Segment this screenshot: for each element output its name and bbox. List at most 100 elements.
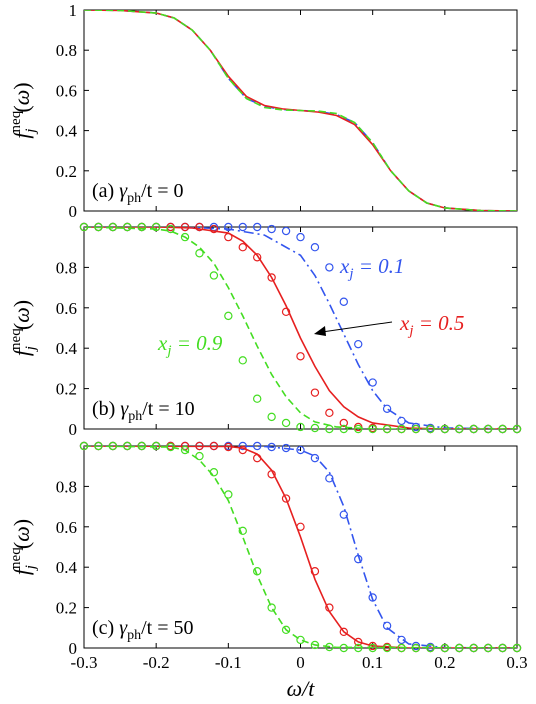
data-point [310,567,320,576]
data-point [382,643,392,653]
data-point [325,263,334,272]
x-tick-label: 0.2 [434,653,455,672]
data-point [368,424,377,434]
data-point [469,643,478,653]
data-point [498,643,507,653]
data-point [440,643,450,653]
data-point [354,637,363,647]
data-point [137,441,146,451]
data-point [325,603,334,612]
data-point [281,494,291,503]
panel-label: (c) γph/t = 50 [92,617,194,643]
y-axis-label: fneqj(ω) [8,300,39,356]
data-point [238,222,247,232]
data-point [310,423,320,433]
x-tick-label: -0.1 [215,653,242,672]
data-point [397,635,406,645]
data-point [339,297,348,306]
data-point [108,222,118,232]
data-point [108,441,118,451]
data-point [469,424,478,434]
data-point [397,416,406,426]
data-point [253,222,262,232]
data-point [253,567,262,576]
chart-panel-2: 0 0.2 0.4 0.6 0.8 fneqj(ω) (b) γph/t = 10 xj = … [8,222,522,439]
data-point [339,424,348,434]
data-point [354,643,363,653]
data-point [455,424,464,434]
data-point [483,643,493,653]
data-point [426,424,435,434]
data-point [267,470,276,479]
y-tick-label: 0.6 [56,299,77,318]
data-point [382,404,392,413]
data-point [267,224,276,234]
data-point [166,442,175,452]
data-point [151,222,161,232]
data-point [325,408,334,418]
data-point [382,424,392,434]
data-point [253,253,262,262]
data-point [368,643,377,653]
y-tick-label: 0.8 [56,258,77,277]
data-point [296,352,305,361]
y-tick-label: 0.2 [56,162,77,181]
y-tick-label: 0.2 [56,380,77,399]
data-point [195,441,204,451]
y-tick-label: 0.2 [56,599,77,618]
data-point [281,307,291,317]
series-line-3 [84,227,517,429]
data-point [368,378,377,387]
x-tick-label: -0.3 [71,653,98,672]
data-point [296,522,305,532]
data-point [296,635,305,645]
data-point [209,468,219,477]
data-point [426,643,435,653]
data-point [267,412,276,422]
data-point [195,222,204,232]
data-point [123,222,132,232]
series-line-1 [84,446,517,648]
data-point [440,424,450,434]
series-line-3 [84,10,517,211]
annotation-arrow [321,321,393,333]
data-point [209,271,219,280]
data-point [512,424,522,434]
y-tick-label: 0.8 [56,41,77,60]
data-point [137,222,146,232]
data-point [224,222,233,232]
data-point [79,222,89,232]
x-tick-label: 0.1 [362,653,383,672]
data-point [253,441,262,451]
data-point [281,226,291,236]
y-axis-label: fneqj(ω) [8,82,39,138]
y-tick-label: 0.8 [56,477,77,496]
data-point [411,643,421,653]
data-point [382,621,392,630]
data-point [310,388,320,397]
y-tick-label: 0 [69,420,78,439]
data-point [339,627,348,637]
data-point [498,424,507,434]
data-point [180,445,190,455]
y-tick-label: 0 [69,639,78,658]
chart-panel-3: -0.3 -0.2 -0.1 0 0.1 0.2 0.3 0 0.2 0.4 0.6 0.8 fneqj… [8,441,528,701]
data-point [238,242,247,252]
data-point [195,451,204,461]
data-point [180,232,190,242]
y-tick-label: 0.4 [56,339,78,358]
data-point [94,441,103,451]
data-point [397,424,406,434]
y-tick-label: 1 [69,1,78,20]
data-point [325,424,334,434]
data-point [267,442,276,452]
data-point [238,356,247,365]
data-point [296,232,305,242]
y-tick-label: 0 [69,202,78,221]
data-point [253,453,262,463]
series-line-3 [84,446,517,648]
data-point [325,642,334,652]
data-point [512,643,522,653]
chart-panel-1: 0 0.2 0.4 0.6 0.8 1 fneqj(ω) (a) γph/t = 0 [8,1,518,221]
